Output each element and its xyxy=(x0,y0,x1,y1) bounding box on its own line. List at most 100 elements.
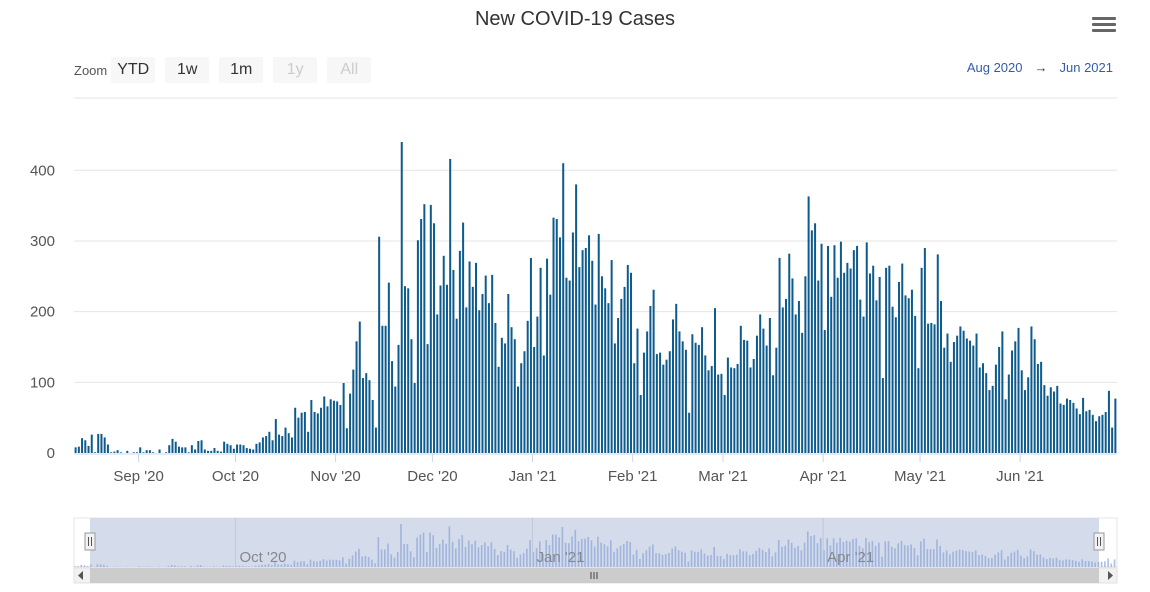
navigator-bar xyxy=(1071,560,1074,567)
navigator-bar xyxy=(86,566,89,567)
navigator-bar xyxy=(374,563,376,567)
chart-title: New COVID-19 Cases xyxy=(474,8,676,30)
navigator-bar xyxy=(600,542,602,567)
x-tick-label: May '21 xyxy=(894,468,946,485)
bar xyxy=(820,243,823,453)
bar xyxy=(436,314,439,453)
navigator-bar xyxy=(635,549,638,567)
bar xyxy=(846,262,849,453)
navigator-bar xyxy=(568,543,570,567)
bar xyxy=(455,318,458,453)
navigator-bar xyxy=(942,552,945,567)
bar xyxy=(607,303,610,453)
bar xyxy=(930,322,933,453)
navigator-bar xyxy=(190,565,192,567)
bar xyxy=(1104,412,1107,453)
zoom-1y-button[interactable]: 1y xyxy=(273,57,318,83)
bar xyxy=(752,358,755,453)
bar xyxy=(358,321,361,453)
bar xyxy=(300,412,303,453)
bar xyxy=(788,253,791,453)
navigator-bar xyxy=(848,541,851,567)
navigator-bar xyxy=(170,565,173,567)
navigator-bar xyxy=(342,557,344,568)
navigator-bar xyxy=(858,545,861,567)
bar xyxy=(836,277,839,453)
bar xyxy=(416,240,419,453)
bar xyxy=(310,399,313,453)
bar xyxy=(507,293,510,453)
navigator-bar xyxy=(832,538,835,567)
bar xyxy=(135,452,138,453)
x-tick-label: Oct '20 xyxy=(212,468,259,485)
navigator-bar xyxy=(991,557,993,567)
range-to[interactable]: Jun 2021 xyxy=(1059,60,1114,75)
navigator-bar xyxy=(500,551,502,567)
zoom-ytd-button[interactable]: YTD xyxy=(111,57,156,83)
bar xyxy=(762,328,765,453)
navigator-bar xyxy=(416,537,418,567)
navigator-bar xyxy=(387,543,389,567)
bar xyxy=(500,337,503,453)
navigator-bar xyxy=(497,555,499,567)
bar xyxy=(533,346,536,453)
navigator-bar xyxy=(513,551,515,567)
navigator-left-handle[interactable] xyxy=(84,532,96,551)
bar xyxy=(513,339,516,453)
navigator-bar xyxy=(813,535,816,567)
scroll-left-arrow-icon[interactable] xyxy=(78,571,83,580)
navigator-bar xyxy=(1110,563,1113,567)
bar xyxy=(710,366,713,453)
zoom-1w-button[interactable]: 1w xyxy=(165,57,210,83)
range-from[interactable]: Aug 2020 xyxy=(966,60,1023,75)
navigator-bar xyxy=(358,548,360,567)
navigator-bar xyxy=(684,552,686,567)
navigator-bar xyxy=(710,554,712,567)
bar xyxy=(1111,427,1114,453)
bar xyxy=(613,343,616,453)
bar xyxy=(248,448,251,453)
navigator-bar xyxy=(1026,556,1029,567)
navigator-bar xyxy=(978,555,980,567)
bar xyxy=(471,286,474,453)
navigator-right-handle[interactable] xyxy=(1093,532,1105,551)
bar xyxy=(152,452,155,453)
navigator-bar xyxy=(800,550,803,567)
bar xyxy=(445,284,448,453)
bar-series xyxy=(74,142,1117,454)
navigator-bar xyxy=(480,545,483,567)
bar xyxy=(226,443,229,453)
navigator-bar xyxy=(1039,554,1042,567)
bar xyxy=(232,448,235,453)
navigator-bar xyxy=(664,554,667,567)
bar xyxy=(1082,397,1085,453)
navigator-bar xyxy=(836,542,838,567)
navigator-bar xyxy=(652,544,654,567)
navigator-bar xyxy=(887,541,890,567)
bar xyxy=(297,417,300,453)
navigator-bar xyxy=(619,545,622,567)
bar xyxy=(303,412,306,453)
navigator-bar xyxy=(816,543,819,567)
navigator-bar xyxy=(241,565,244,567)
hamburger-menu-icon[interactable] xyxy=(1092,14,1116,34)
bar xyxy=(342,383,345,453)
navigator-bar xyxy=(716,556,719,567)
navigator-bar xyxy=(1055,557,1058,567)
bar xyxy=(872,265,875,453)
navigator-bar xyxy=(852,538,854,567)
bar xyxy=(352,369,355,453)
zoom-all-button[interactable]: All xyxy=(327,57,372,83)
zoom-1m-button[interactable]: 1m xyxy=(219,57,264,83)
bar xyxy=(652,289,655,453)
scroll-right-arrow-icon[interactable] xyxy=(1108,571,1113,580)
bar xyxy=(943,347,946,453)
navigator-bar xyxy=(861,548,864,567)
bar xyxy=(223,441,226,453)
navigator-label: Oct '20 xyxy=(239,549,286,566)
bar xyxy=(1030,326,1033,453)
bar xyxy=(662,364,665,453)
navigator-bar xyxy=(442,539,444,567)
bar xyxy=(174,441,177,453)
bar xyxy=(898,281,901,453)
